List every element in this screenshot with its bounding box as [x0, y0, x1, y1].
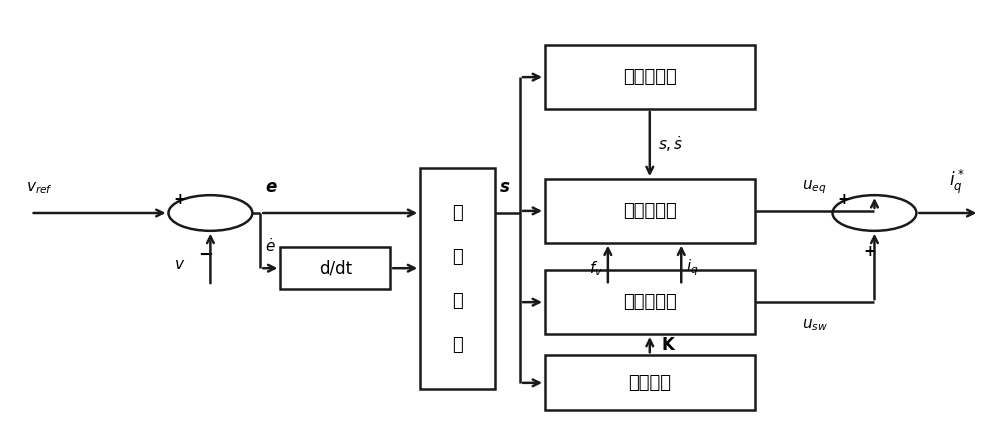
Text: +: +: [863, 244, 876, 259]
Text: d/dt: d/dt: [319, 259, 352, 277]
Text: 函: 函: [452, 248, 463, 266]
Bar: [545, 355, 755, 410]
Text: e: e: [265, 178, 277, 196]
Text: $s,\dot{s}$: $s,\dot{s}$: [658, 134, 683, 154]
Bar: [545, 45, 755, 109]
Text: $f_v$: $f_v$: [589, 259, 603, 278]
Text: −: −: [198, 246, 213, 264]
Text: $v$: $v$: [174, 257, 185, 272]
Text: $u_{eq}$: $u_{eq}$: [802, 178, 827, 196]
Text: $i_q$: $i_q$: [686, 258, 699, 279]
Bar: [280, 247, 390, 289]
Text: 开关面函数: 开关面函数: [623, 68, 677, 86]
Text: 切换控制器: 切换控制器: [623, 293, 677, 311]
Text: 换: 换: [452, 292, 463, 310]
Text: K: K: [662, 336, 675, 354]
Text: 自适应律: 自适应律: [628, 374, 671, 392]
Text: 切: 切: [452, 336, 463, 354]
Text: 数: 数: [452, 204, 463, 222]
Bar: [420, 168, 495, 389]
Text: s: s: [500, 178, 510, 196]
Text: $u_{sw}$: $u_{sw}$: [802, 317, 828, 333]
Text: $\dot{e}$: $\dot{e}$: [265, 238, 276, 256]
Text: +: +: [838, 192, 850, 207]
Bar: [545, 179, 755, 243]
Text: $v_{ref}$: $v_{ref}$: [26, 180, 53, 196]
Text: 模糊控制器: 模糊控制器: [623, 202, 677, 220]
Text: +: +: [173, 192, 186, 207]
Text: $i_q^*$: $i_q^*$: [949, 168, 965, 196]
Bar: [545, 271, 755, 334]
